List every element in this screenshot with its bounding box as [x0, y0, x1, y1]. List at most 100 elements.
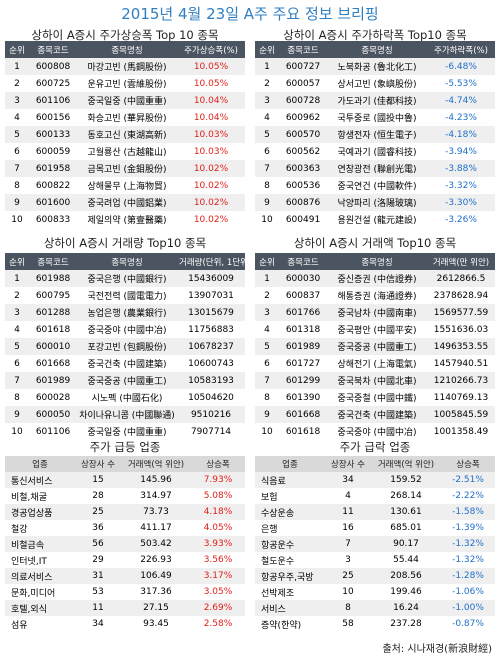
table-cell: 600570	[279, 126, 327, 143]
table-cell: 2.69%	[191, 600, 245, 616]
table-cell: -1.32%	[441, 536, 495, 552]
table-cell: 중국중야 (中國中冶)	[337, 428, 417, 438]
table-cell: 601618	[285, 426, 321, 437]
table-row: 4 600156 화승고빈 (華昇股份) 10.04%	[5, 109, 245, 126]
table-cell: 4	[264, 112, 270, 123]
table-cell: 600536	[285, 180, 321, 191]
table-cell: 600133	[29, 126, 77, 143]
table-cell: 601318	[285, 324, 321, 335]
table-cell: 159.52	[371, 472, 441, 488]
table-row: 증약(한약) 58 237.28 -0.87%	[255, 616, 495, 632]
table-cell: 섬유	[11, 620, 28, 631]
table-cell: 600059	[35, 146, 71, 157]
table-row: 8 600028 시노펙 (中國石化) 10504620	[5, 389, 245, 406]
table-cell: 10.02%	[193, 214, 229, 225]
header-cell: 종목명칭	[327, 253, 427, 270]
table-cell: 6	[14, 358, 20, 369]
table-row: 8 600822 상해물무 (上海物貿) 10.02%	[5, 177, 245, 194]
table-row: 7 600363 연창광전 (聯創光電) -3.88%	[255, 160, 495, 177]
data-table: 순위 종목코드 종목명칭 거래액(만 위안) 1 600030 중신증권 (中信證券) 261…	[255, 253, 495, 440]
table-cell: -1.06%	[452, 587, 484, 597]
table-cell: 3.05%	[203, 587, 233, 597]
table-cell: 600030	[279, 270, 327, 287]
header-cell: 종목명칭	[77, 253, 177, 270]
data-table: 업종 상장사 수 거래액(억 위안) 상승폭 통신서비스 15 145.96 7.93% 비철,…	[5, 456, 245, 632]
table-cell: 10.04%	[193, 112, 229, 123]
table-cell: 10.04%	[177, 92, 245, 109]
table-cell: 3	[5, 92, 29, 109]
table-cell: 25	[325, 568, 371, 584]
header-cell: 거래액(만 위안)	[427, 253, 495, 270]
table-cell: 34	[325, 472, 371, 488]
table-cell: 16.24	[371, 600, 441, 616]
table-cell: 601988	[29, 270, 77, 287]
header-cell: 업종	[5, 456, 75, 472]
table-cell: 1140769.13	[433, 392, 489, 403]
table-cell: 13015679	[177, 304, 245, 321]
table-cell: 601958	[29, 160, 77, 177]
table-cell: 15436009	[177, 270, 245, 287]
table-cell: 연창광전 (聯創光電)	[327, 160, 427, 177]
header-row: 업종 상장사 수 거래액(억 위안) 상승폭	[255, 456, 495, 472]
table-row: 2 600725 운유고빈 (雲維股份) 10.05%	[5, 75, 245, 92]
table-cell: 600727	[279, 58, 327, 75]
table-cell: 5	[5, 338, 29, 355]
table-cell: 600725	[35, 78, 71, 89]
table-cell: 13907031	[188, 290, 234, 301]
table-row: 철도운수 3 55.44 -1.32%	[255, 552, 495, 568]
table-cell: 601618	[35, 324, 71, 335]
table-cell: 130.61	[371, 504, 441, 520]
table-cell: 601106	[29, 92, 77, 109]
table-cell: 10.03%	[193, 146, 229, 157]
table-cell: 25	[75, 504, 121, 520]
table-cell: 운유고빈 (雲維股份)	[87, 80, 167, 90]
table-cell: -3.32%	[445, 180, 477, 191]
table-cell: -4.18%	[427, 126, 495, 143]
table-row: 7 601958 금목고빈 (金鉬股份) 10.02%	[5, 160, 245, 177]
table-cell: -1.58%	[441, 504, 495, 520]
header-cell: 순위	[5, 41, 29, 58]
table-row: 9 601600 중국려업 (中國鋁業) 10.02%	[5, 194, 245, 211]
table-cell: 7	[5, 372, 29, 389]
table-cell: 600837	[285, 290, 321, 301]
table-cell: 동호고신 (東湖高新)	[77, 126, 177, 143]
table-row: 10 600833 제일의약 (第壹醫藥) 10.02%	[5, 211, 245, 228]
table-row: 섬유 34 93.45 2.58%	[5, 616, 245, 632]
table-row: 3 601766 중국남차 (中國南車) 1569577.59	[255, 304, 495, 321]
table-cell: 항공우주,국방	[255, 568, 325, 584]
table-cell: 중국중공 (中國重工)	[327, 338, 427, 355]
table-cell: 1001358.49	[433, 426, 489, 437]
table-cell: -3.26%	[445, 214, 477, 225]
table-cell: 1005845.59	[427, 406, 495, 423]
table-cell: 10	[11, 214, 23, 225]
header-cell: 상승폭	[441, 456, 495, 472]
table-cell: 601390	[285, 392, 321, 403]
table-cell: 6	[264, 146, 270, 157]
table-cell: 중신증권 (中信證券)	[327, 270, 427, 287]
table-cell: 철도운수	[261, 556, 295, 567]
table-cell: 중국중야 (中國中冶)	[87, 326, 167, 336]
table-cell: 노북화공 (魯北化工)	[327, 58, 427, 75]
table-cell: 상서고빈 (象嶼股份)	[337, 80, 417, 90]
table-cell: 5	[255, 338, 279, 355]
table-row: 의료서비스 31 106.49 3.17%	[5, 568, 245, 584]
table-cell: 3	[345, 555, 351, 565]
section-title: 상하이 A증시 거래량 Top10 종목	[43, 236, 207, 250]
table-cell: 10	[342, 587, 354, 597]
table-row: 식음료 34 159.52 -2.51%	[255, 472, 495, 488]
table-row: 비철,채굴 28 314.97 5.08%	[5, 488, 245, 504]
table-cell: 9510216	[177, 406, 245, 423]
table-cell: -6.48%	[427, 58, 495, 75]
table-cell: 4	[14, 112, 20, 123]
table-cell: 226.93	[140, 555, 172, 565]
data-table: 순위 종목코드 종목명칭 주가상승폭(%) 1 600808 마강고빈 (馬鋼股份) 10.0…	[5, 41, 245, 228]
table-cell: 차이나유니콤 (中國聯通)	[77, 406, 177, 423]
table-cell: 1	[5, 58, 29, 75]
table-row: 통신서비스 15 145.96 7.93%	[5, 472, 245, 488]
table-row: 1 600808 마강고빈 (馬鋼股份) 10.05%	[5, 58, 245, 75]
table-cell: 2612866.5	[427, 270, 495, 287]
table-cell: -4.23%	[445, 112, 477, 123]
table-cell: 10678237	[177, 338, 245, 355]
